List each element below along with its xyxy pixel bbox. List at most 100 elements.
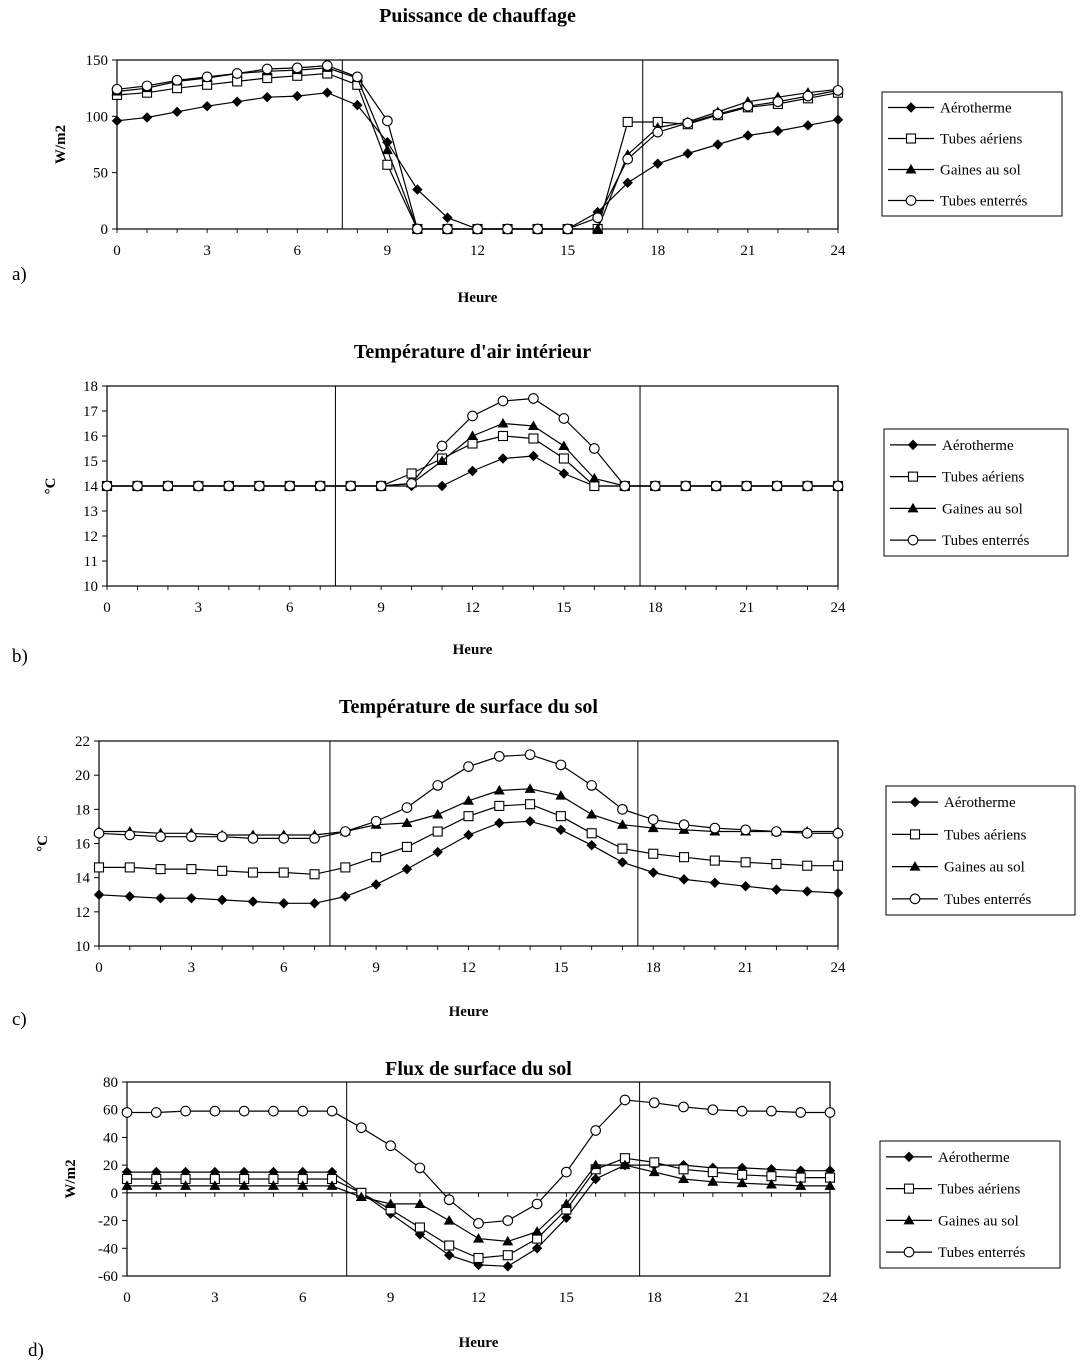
data-point — [771, 884, 782, 895]
data-point — [622, 177, 633, 189]
data-point — [414, 1222, 425, 1233]
x-tick-label: 0 — [103, 600, 111, 616]
data-point — [558, 413, 570, 424]
series-2 — [111, 68, 844, 235]
data-point — [832, 114, 844, 125]
data-point — [736, 1177, 748, 1188]
y-tick-label: 13 — [83, 504, 98, 520]
data-point — [141, 112, 153, 123]
legend-label: Tubes enterrés — [942, 533, 1030, 549]
data-point — [247, 833, 259, 844]
x-tick-label: 15 — [556, 600, 571, 616]
data-point — [124, 829, 136, 841]
data-point — [284, 480, 296, 492]
data-point — [463, 811, 474, 822]
data-point — [111, 115, 123, 127]
legend-label: Aérotherme — [942, 438, 1014, 454]
data-point — [795, 1165, 806, 1176]
x-tick-label: 18 — [650, 243, 665, 259]
data-point — [93, 827, 105, 839]
data-point — [124, 891, 135, 902]
data-point — [771, 480, 783, 492]
series-line — [127, 1164, 830, 1267]
data-point — [497, 395, 509, 407]
data-point — [473, 1259, 484, 1271]
data-point — [795, 1107, 807, 1118]
legend-marker — [905, 164, 917, 174]
x-tick-label: 6 — [299, 1290, 307, 1306]
data-point — [528, 393, 539, 404]
data-point — [340, 891, 351, 902]
x-tick-label: 3 — [203, 243, 211, 259]
series-4 — [101, 393, 844, 492]
data-point — [525, 799, 536, 810]
data-point — [345, 480, 357, 492]
chart-title: Puissance de chauffage — [379, 5, 576, 27]
data-point — [801, 827, 813, 839]
data-point — [824, 1107, 836, 1118]
legend-marker — [907, 502, 919, 513]
chart-panel-1: Puissance de chauffage 0 50 100 150 0 3 6 9 12 15 1… — [12, 5, 1063, 306]
data-point — [742, 100, 754, 112]
series-2 — [121, 1153, 836, 1264]
data-point — [412, 184, 423, 195]
y-axis-label: W/m2 — [53, 125, 69, 164]
data-point — [216, 894, 228, 906]
legend-label: Gaines au sol — [942, 501, 1023, 517]
data-point — [707, 1167, 718, 1178]
data-point — [326, 1166, 338, 1178]
legend-marker — [907, 471, 919, 482]
legend-label: Tubes enterrés — [938, 1245, 1026, 1261]
data-point — [444, 1250, 455, 1261]
y-tick-label: 18 — [75, 802, 90, 818]
data-point — [401, 863, 413, 875]
data-point — [531, 1198, 543, 1210]
data-point — [558, 440, 570, 450]
data-point — [710, 480, 722, 492]
data-point — [682, 148, 693, 159]
data-point — [278, 867, 289, 878]
series-line — [116, 92, 839, 230]
x-tick-label: 6 — [286, 600, 294, 616]
data-point — [111, 83, 123, 95]
data-point — [151, 1166, 162, 1178]
x-tick-label: 21 — [735, 1290, 750, 1306]
legend-marker — [905, 133, 917, 144]
y-tick-label: 14 — [83, 479, 99, 495]
x-tick-label: 12 — [471, 1290, 486, 1306]
data-point — [494, 817, 505, 829]
data-point — [432, 826, 443, 837]
data-point — [592, 223, 604, 233]
data-point — [247, 896, 259, 907]
data-point — [268, 1105, 279, 1117]
data-point — [93, 889, 105, 900]
x-tick-label: 24 — [831, 960, 847, 976]
chart-panel-3: Température de surface du sol 10 12 14 16 18 2… — [12, 696, 1076, 1030]
data-point — [678, 852, 690, 863]
data-point — [832, 860, 844, 871]
data-point — [647, 814, 659, 825]
data-point — [619, 1094, 631, 1106]
data-point — [278, 833, 290, 844]
series-3 — [121, 1159, 836, 1246]
series-line — [127, 1099, 830, 1224]
data-point — [93, 862, 105, 873]
y-tick-label: 20 — [103, 1158, 118, 1174]
legend-box — [879, 1140, 1061, 1269]
data-point — [414, 1198, 426, 1208]
data-point — [561, 1212, 572, 1223]
x-tick-label: 3 — [211, 1290, 219, 1306]
data-point — [326, 1180, 338, 1190]
x-tick-label: 12 — [465, 600, 480, 616]
data-point — [370, 879, 382, 890]
data-point — [502, 1250, 513, 1261]
data-point — [832, 85, 844, 96]
data-point — [155, 892, 166, 904]
data-point — [586, 780, 598, 791]
data-point — [355, 1122, 367, 1134]
series-2 — [101, 430, 844, 492]
legend-label: Aérotherme — [940, 101, 1012, 117]
legend: Aérotherme Tubes aériens Gaines au sol Tube… — [881, 91, 1063, 217]
data-point — [709, 855, 720, 866]
data-point — [648, 867, 659, 878]
